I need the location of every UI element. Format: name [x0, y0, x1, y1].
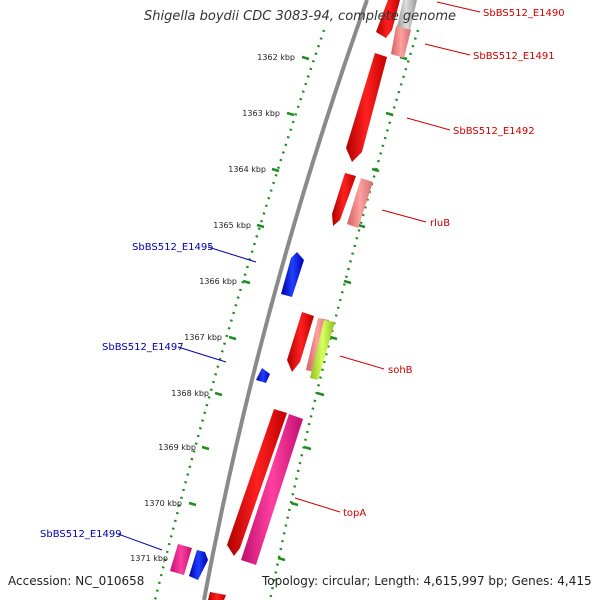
ruler-label-1368: 1368 kbp	[171, 389, 209, 398]
gene-arrow[interactable]	[170, 544, 192, 575]
gene-arrow[interactable]	[376, 0, 400, 38]
accession-text: Accession: NC_010658	[8, 574, 145, 588]
ruler-label-1366: 1366 kbp	[199, 277, 237, 286]
gene-label-e1491[interactable]: SbBS512_E1491	[473, 51, 555, 62]
genome-backbone	[202, 0, 369, 600]
ruler-label-1371: 1371 kbp	[130, 554, 168, 563]
gene-arrow[interactable]	[391, 26, 411, 58]
gene-arrow[interactable]	[281, 252, 304, 297]
gene-arrow[interactable]	[287, 312, 314, 372]
ruler-label-1364: 1364 kbp	[228, 165, 266, 174]
gene-arrow[interactable]	[347, 178, 373, 228]
ruler-label-1362: 1362 kbp	[257, 53, 295, 62]
gene-arrow[interactable]	[227, 409, 287, 556]
gene-label-e1492[interactable]: SbBS512_E1492	[453, 126, 535, 137]
gene-label-e1490[interactable]: SbBS512_E1490	[483, 8, 565, 19]
gene-label-rlub[interactable]: rluB	[430, 218, 450, 229]
gene-label-e1499[interactable]: SbBS512_E1499	[40, 529, 122, 540]
gene-arrow[interactable]	[346, 53, 387, 162]
gene-arrow[interactable]	[310, 320, 335, 380]
ruler-label-1370: 1370 kbp	[144, 499, 182, 508]
gene-arrow[interactable]	[332, 173, 356, 226]
ruler-ticks	[175, 55, 408, 562]
gene-arrow[interactable]	[208, 592, 226, 600]
gene-label-e1495[interactable]: SbBS512_E1495	[132, 242, 214, 253]
genome-title: Shigella boydii CDC 3083-94, complete ge…	[143, 9, 457, 24]
gene-features	[208, 0, 417, 600]
ruler-label-1369: 1369 kbp	[158, 443, 196, 452]
ruler-label-1367: 1367 kbp	[184, 333, 222, 342]
ruler-label-1363: 1363 kbp	[242, 109, 280, 118]
ruler-label-1365: 1365 kbp	[213, 221, 251, 230]
gene-arrow[interactable]	[189, 550, 208, 580]
gene-label-topa[interactable]: topA	[343, 508, 366, 519]
gene-arrow[interactable]	[256, 368, 270, 383]
gene-label-sohb[interactable]: sohB	[388, 365, 413, 376]
gene-features-left	[170, 252, 304, 580]
gene-label-e1497[interactable]: SbBS512_E1497	[102, 342, 184, 353]
gene-arrow[interactable]	[241, 414, 303, 565]
topology-text: Topology: circular; Length: 4,615,997 bp…	[262, 574, 592, 588]
outer-dotted-ring	[153, 29, 326, 600]
